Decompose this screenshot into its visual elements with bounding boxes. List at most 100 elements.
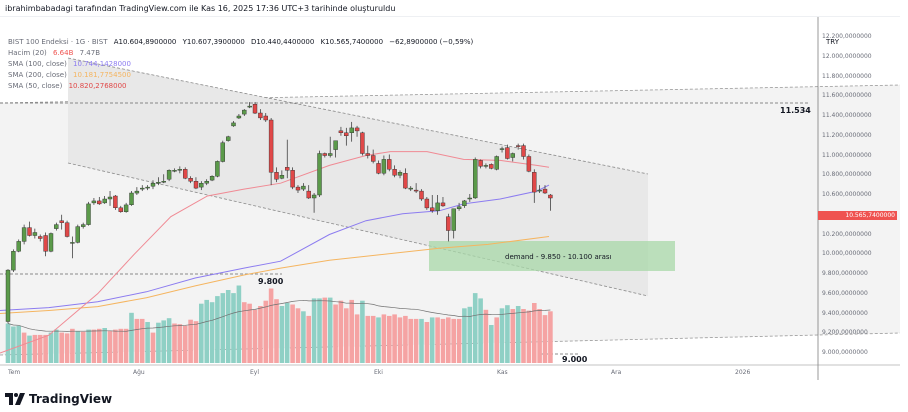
legend-symbol[interactable]: BIST 100 Endeksi · 1G · BIST [8,38,108,46]
price-tick-label: 9.200,0000000 [822,329,868,337]
candlesticks [5,102,553,324]
candle [21,224,27,245]
candle [306,185,311,199]
volume-bar [456,318,462,363]
candle [408,186,413,192]
time-tick-label: Eki [374,369,383,376]
price-chart-canvas[interactable] [0,17,908,380]
price-tick-label: 9.400,0000000 [822,309,868,317]
price-tick-label: 9.000,0000000 [822,349,868,356]
descending-channel [67,57,649,297]
price-tick-label: 10.800,0000000 [822,171,872,179]
volume-bar [113,329,118,363]
candle [32,228,38,239]
volume-bar [91,329,97,363]
candle [225,135,231,142]
volume-bar [123,328,129,363]
candle [27,221,32,237]
volume-bar [349,299,354,363]
candle [279,170,285,180]
candle [290,167,295,190]
time-tick-label: 2026 [735,369,751,376]
volume-bar [526,310,532,363]
volume-bar [403,315,408,363]
candle [489,163,494,170]
volume-bar [327,297,333,363]
candle [338,126,344,136]
candle [467,194,472,202]
candle [376,160,381,175]
candle [247,102,252,109]
volume-bar [344,308,349,363]
volume-bar [542,315,548,363]
volume-bar [392,314,397,363]
volume-bar [499,308,505,363]
volume-bar [215,296,220,363]
legend-ohlc-row: BIST 100 Endeksi · 1G · BIST A10.604,890… [8,37,477,48]
candle [236,114,242,119]
candle [392,165,397,178]
candle [424,196,430,210]
volume-bar [295,308,301,363]
volume-bar [268,288,274,363]
volume-bar [279,306,285,363]
chart-legend: BIST 100 Endeksi · 1G · BIST A10.604,890… [8,37,477,92]
price-tick-label: 11.200,0000000 [822,131,872,139]
candle [478,159,483,169]
candle [107,191,113,206]
legend-sma200-row[interactable]: SMA (200, close) 10.181,7754500 [8,70,477,81]
sma100-line [0,184,550,311]
candle [48,232,54,253]
volume-bar [102,328,107,363]
support-label-9800: 9.800 [258,277,284,286]
candle [231,120,236,127]
volume-bar [408,318,413,363]
volume-bars [5,285,553,363]
volume-bar [462,308,467,363]
volume-bar [521,309,526,363]
sma200-value: 10.181,7754500 [73,71,131,79]
candle [258,109,263,120]
volume-bar [387,315,392,363]
currency-label[interactable]: TRY [826,38,839,46]
tradingview-logo[interactable]: TradingView [5,392,112,406]
candle [70,236,75,259]
volume-bar [54,329,59,363]
volume-bar [225,290,231,363]
candle [542,185,548,195]
volume-bar [107,331,113,363]
volume-bar [172,323,177,363]
volume-bar [360,300,365,363]
sma50-label: SMA (50, close) [8,82,63,90]
candle [16,239,21,253]
legend-volume-row[interactable]: Hacim (20) 6.64B 7.47B [8,48,477,59]
brand-name: TradingView [29,392,113,406]
candle [80,222,86,229]
volume-bar [5,323,11,363]
legend-open: A10.604,8900000 [113,38,177,46]
legend-low: D10.440,4400000 [251,38,315,46]
volume-bar [483,309,489,363]
candle [145,185,150,191]
candle [177,166,183,174]
volume-value: 6.64B [53,49,74,57]
volume-bar [532,303,537,363]
candle [494,155,499,171]
candle [43,232,48,257]
price-tick-label: 11.000,0000000 [822,151,872,159]
time-tick-label: Eyl [250,369,260,376]
volume-bar [161,320,166,363]
candle [252,102,258,115]
chart-area[interactable]: BIST 100 Endeksi · 1G · BIST A10.604,890… [0,17,908,380]
legend-sma100-row[interactable]: SMA (100, close) 10.744,1428000 [8,59,477,70]
candle [521,143,526,160]
candle [118,205,124,213]
volume-bar [97,328,102,363]
candle [419,189,424,201]
candle [440,196,446,207]
sma50-value: 10.820,2768000 [68,82,127,90]
legend-sma50-row[interactable]: SMA (50, close) 10.820,2768000 [8,81,477,92]
candle [268,117,274,186]
header-divider [0,16,900,17]
volume-bar [86,329,91,363]
